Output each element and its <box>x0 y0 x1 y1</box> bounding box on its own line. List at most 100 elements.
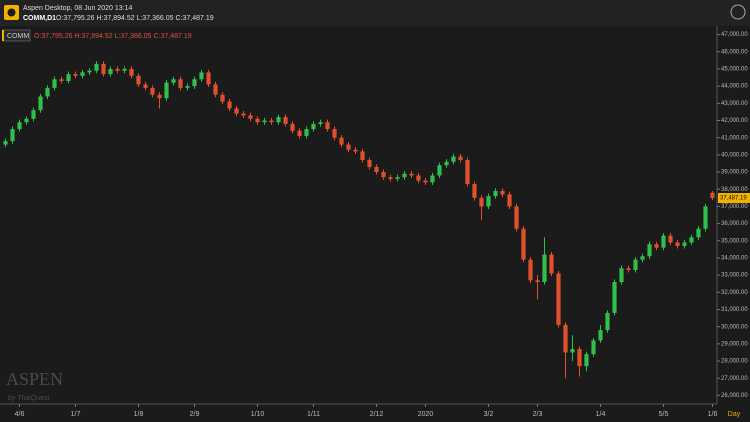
x-tick-label: 5/5 <box>659 411 669 418</box>
candle-body <box>619 268 624 283</box>
candle-body <box>535 280 540 283</box>
x-tick-label: 4/6 <box>15 411 25 418</box>
candle-body <box>24 118 29 123</box>
candle-body <box>682 242 687 246</box>
candle-body <box>297 130 302 136</box>
candle-body <box>150 87 155 95</box>
y-tick-label: 40,000.00 <box>721 152 748 158</box>
candle-body <box>17 122 22 130</box>
candle-body <box>465 160 470 185</box>
candle-body <box>66 74 71 81</box>
candle-body <box>94 63 99 71</box>
candle-body <box>416 175 421 181</box>
candle-body <box>703 206 708 229</box>
y-tick-label: 46,000.00 <box>721 49 748 55</box>
y-tick-label: 35,000.00 <box>721 238 748 244</box>
candle-body <box>577 349 582 367</box>
candle-body <box>633 259 638 270</box>
candle-body <box>388 177 393 179</box>
price-tag-box <box>718 193 750 204</box>
candle-body <box>556 273 561 325</box>
y-tick-label: 43,000.00 <box>721 101 748 107</box>
candle-body <box>262 120 267 123</box>
candle-body <box>136 75 141 85</box>
watermark: ASPEN <box>6 369 63 389</box>
candle-body <box>325 122 330 130</box>
price-tag: 37,487.19 <box>720 196 747 202</box>
candle-body <box>409 173 414 176</box>
candle-body <box>598 330 603 341</box>
x-tick-label: 1/11 <box>307 411 320 418</box>
y-tick-label: 45,000.00 <box>721 67 748 73</box>
x-tick-label: 1/6 <box>708 411 718 418</box>
candle-body <box>563 324 568 353</box>
settings-button[interactable] <box>730 4 746 20</box>
y-tick-label: 31,000.00 <box>721 307 748 313</box>
candle-body <box>486 196 491 207</box>
candle-body <box>710 192 715 199</box>
x-tick-label: 1/8 <box>134 411 144 418</box>
x-unit: Day <box>728 411 741 418</box>
y-tick-label: 36,000.00 <box>721 221 748 227</box>
y-tick-label: 38,000.00 <box>721 187 748 193</box>
y-tick-label: 32,000.00 <box>721 290 748 296</box>
candle-body <box>332 129 337 138</box>
candle-body <box>318 122 323 124</box>
x-tick-label: 2/9 <box>190 411 200 418</box>
candle-body <box>346 144 351 150</box>
y-tick-label: 47,000.00 <box>721 32 748 38</box>
candle-body <box>192 79 197 87</box>
legend-ohlc: O:37,795.26 H:37,894.52 L:37,366.05 C:37… <box>34 33 192 40</box>
candle-body <box>612 282 617 313</box>
y-tick-label: 37,000.00 <box>721 204 748 210</box>
candle-body <box>59 79 64 81</box>
candle-body <box>689 237 694 243</box>
header-bar <box>0 0 750 26</box>
candle-body <box>479 197 484 207</box>
x-tick-label: 3/2 <box>484 411 494 418</box>
x-tick-label: 1/4 <box>596 411 606 418</box>
candle-body <box>528 259 533 281</box>
candle-body <box>38 96 43 111</box>
x-tick-label: 1/10 <box>251 411 265 418</box>
app-icon-glyph <box>7 8 16 17</box>
candle-body <box>80 72 85 76</box>
candle-body <box>521 228 526 260</box>
y-tick-label: 28,000.00 <box>721 359 748 365</box>
candle-body <box>605 312 610 331</box>
candle-body <box>584 354 589 367</box>
candle-body <box>255 118 260 123</box>
candle-body <box>430 175 435 183</box>
y-tick-label: 41,000.00 <box>721 135 748 141</box>
candle-body <box>283 117 288 124</box>
candle-body <box>213 84 218 95</box>
candle-body <box>451 156 456 162</box>
candle-body <box>339 137 344 145</box>
app-title: Aspen Desktop, 08 Jun 2020 13:14 <box>23 5 132 12</box>
y-tick-label: 33,000.00 <box>721 273 748 279</box>
candle-body <box>52 79 57 88</box>
candle-body <box>668 235 673 243</box>
candle-body <box>472 184 477 198</box>
candle-body <box>178 79 183 88</box>
candle-body <box>3 141 8 145</box>
y-tick-label: 29,000.00 <box>721 341 748 347</box>
candle-body <box>206 72 211 85</box>
candle-body <box>143 84 148 88</box>
candle-body <box>360 151 365 161</box>
candle-body <box>45 87 50 97</box>
x-tick-label: 2/12 <box>370 411 384 418</box>
candle-body <box>647 244 652 257</box>
candle-body <box>542 254 547 283</box>
candle-body <box>220 94 225 102</box>
candle-body <box>570 349 575 353</box>
candle-body <box>696 228 701 238</box>
candle-body <box>437 165 442 176</box>
candle-body <box>353 149 358 152</box>
candle-body <box>276 117 281 123</box>
candle-body <box>640 256 645 260</box>
candle-body <box>507 194 512 207</box>
